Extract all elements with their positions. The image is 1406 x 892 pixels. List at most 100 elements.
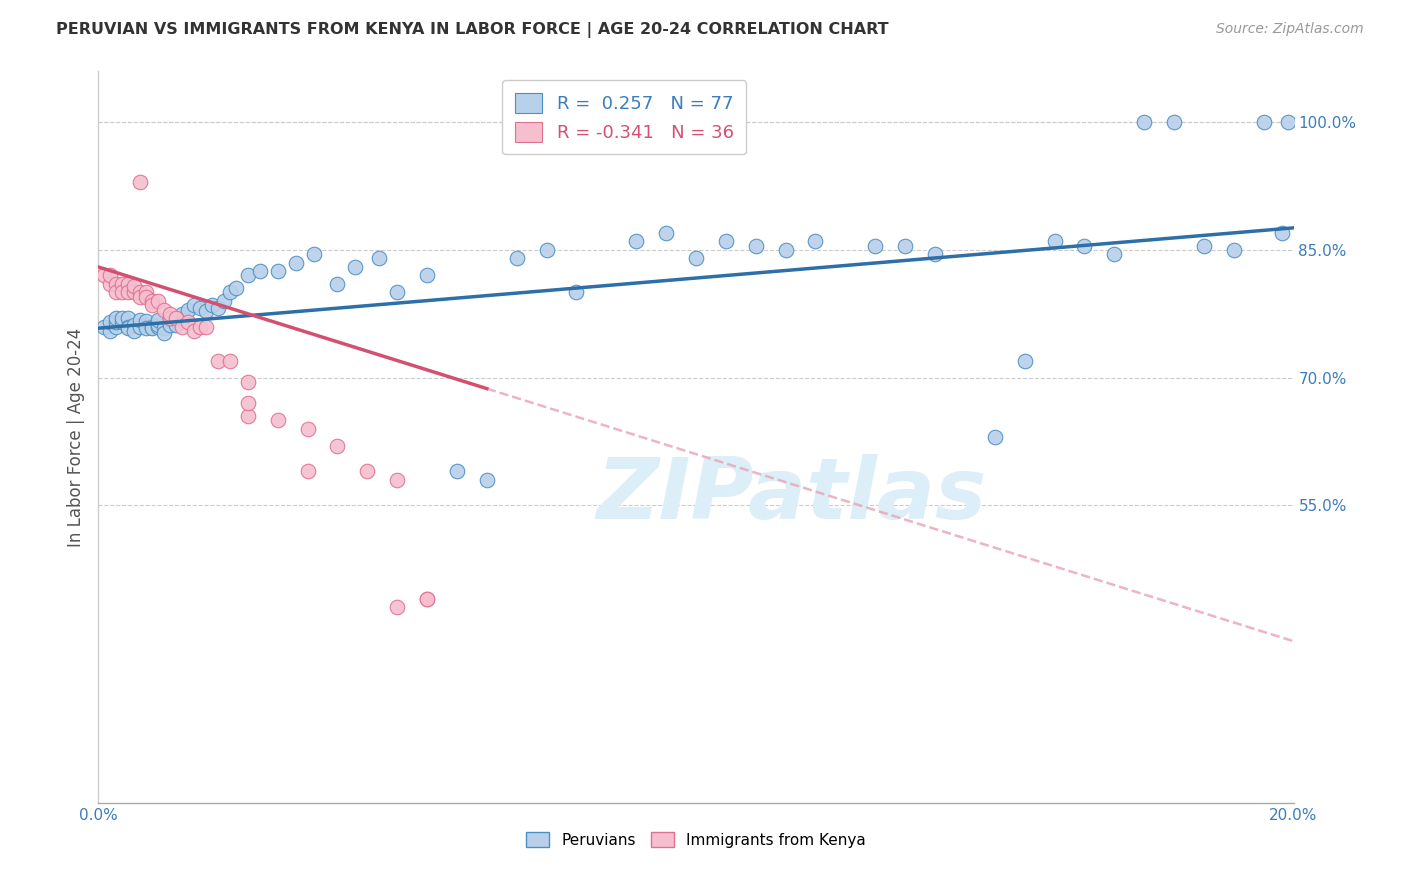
Point [1163, 115, 1185, 129]
Point [1133, 115, 1156, 129]
Point [344, 260, 367, 274]
Point [207, 301, 229, 315]
Point [93, 268, 115, 283]
Point [284, 256, 307, 270]
Point [141, 319, 163, 334]
Point [416, 268, 439, 283]
Point [159, 307, 181, 321]
Point [297, 421, 319, 435]
Point [1192, 238, 1215, 252]
Point [129, 319, 152, 334]
Point [385, 285, 409, 300]
Point [267, 264, 290, 278]
Point [865, 238, 887, 252]
Point [326, 277, 349, 291]
Point [105, 285, 128, 300]
Point [148, 319, 170, 334]
Legend: Peruvians, Immigrants from Kenya: Peruvians, Immigrants from Kenya [520, 825, 872, 854]
Point [111, 315, 134, 329]
Point [416, 591, 439, 606]
Point [326, 439, 349, 453]
Point [159, 318, 181, 332]
Point [117, 319, 139, 334]
Point [236, 375, 259, 389]
Point [385, 473, 409, 487]
Point [506, 252, 529, 266]
Point [117, 311, 139, 326]
Point [141, 298, 163, 312]
Point [172, 319, 194, 334]
Point [236, 268, 259, 283]
Point [172, 311, 194, 326]
Point [153, 302, 176, 317]
Point [98, 277, 122, 291]
Point [368, 252, 391, 266]
Point [207, 353, 229, 368]
Point [183, 324, 205, 338]
Point [172, 307, 194, 321]
Point [385, 600, 409, 615]
Point [98, 268, 122, 283]
Point [165, 318, 187, 332]
Point [135, 290, 157, 304]
Point [297, 464, 319, 478]
Point [129, 285, 152, 300]
Point [148, 293, 170, 308]
Point [201, 298, 224, 312]
Point [117, 285, 139, 300]
Point [117, 277, 139, 291]
Point [111, 277, 134, 291]
Y-axis label: In Labor Force | Age 20-24: In Labor Force | Age 20-24 [66, 327, 84, 547]
Point [446, 464, 468, 478]
Point [105, 311, 128, 326]
Point [98, 315, 122, 329]
Point [105, 319, 128, 334]
Point [1271, 226, 1294, 240]
Point [165, 311, 187, 326]
Point [153, 326, 176, 341]
Point [188, 301, 211, 315]
Point [984, 430, 1007, 444]
Point [159, 311, 181, 326]
Point [135, 314, 157, 328]
Point [148, 312, 170, 326]
Point [183, 298, 205, 312]
Point [536, 243, 558, 257]
Point [416, 591, 439, 606]
Point [129, 290, 152, 304]
Point [148, 318, 170, 332]
Point [188, 319, 211, 334]
Point [225, 281, 247, 295]
Point [105, 315, 128, 329]
Point [159, 311, 181, 326]
Point [124, 285, 146, 300]
Point [153, 321, 176, 335]
Text: Source: ZipAtlas.com: Source: ZipAtlas.com [1216, 22, 1364, 37]
Point [714, 235, 737, 249]
Point [105, 277, 128, 291]
Point [98, 324, 122, 338]
Point [117, 321, 139, 335]
Point [1277, 115, 1299, 129]
Point [165, 312, 187, 326]
Point [141, 321, 163, 335]
Point [212, 293, 235, 308]
Point [249, 264, 271, 278]
Point [177, 315, 200, 329]
Text: PERUVIAN VS IMMIGRANTS FROM KENYA IN LABOR FORCE | AGE 20-24 CORRELATION CHART: PERUVIAN VS IMMIGRANTS FROM KENYA IN LAB… [56, 22, 889, 38]
Point [894, 238, 917, 252]
Point [195, 319, 218, 334]
Point [924, 247, 946, 261]
Point [111, 311, 134, 326]
Point [475, 473, 498, 487]
Point [565, 285, 588, 300]
Point [124, 318, 146, 332]
Point [93, 319, 115, 334]
Point [135, 321, 157, 335]
Point [655, 226, 678, 240]
Point [1014, 353, 1036, 368]
Point [1253, 115, 1275, 129]
Point [135, 285, 157, 300]
Text: ZIPatlas: ZIPatlas [596, 454, 987, 537]
Point [219, 285, 242, 300]
